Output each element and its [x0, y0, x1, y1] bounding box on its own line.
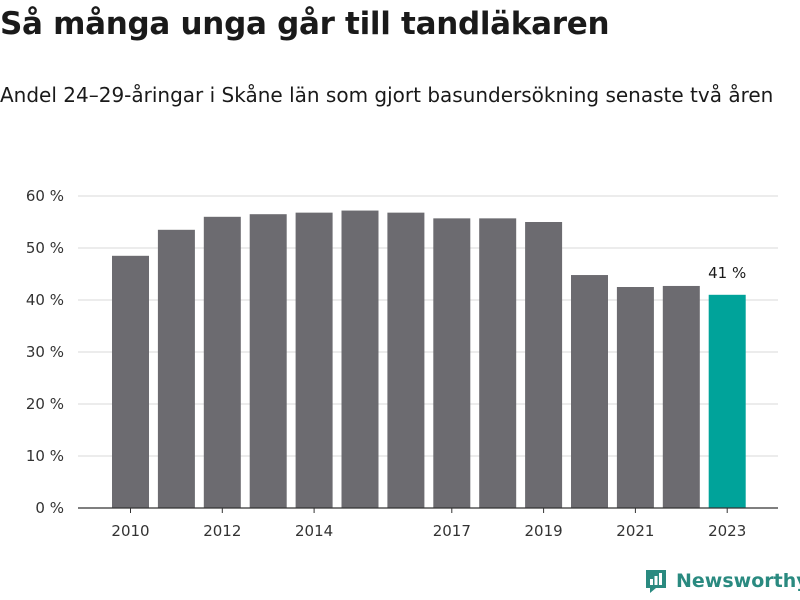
- x-tick-label: 2019: [525, 522, 563, 540]
- bar-2014: [295, 212, 333, 508]
- data-label: 41 %: [708, 264, 746, 282]
- y-tick-label: 60 %: [26, 187, 64, 205]
- newsworthy-logo: Newsworthy: [644, 568, 800, 594]
- y-tick-label: 30 %: [26, 343, 64, 361]
- bar-2011: [157, 229, 195, 509]
- bar-2015: [341, 210, 379, 508]
- x-tick-label: 2017: [433, 522, 471, 540]
- chart-title: Så många unga går till tandläkaren: [0, 6, 610, 42]
- bar-2022: [662, 285, 700, 508]
- bars: [112, 210, 746, 509]
- newsworthy-logo-icon: [646, 570, 666, 593]
- bar-2018: [479, 218, 517, 509]
- bar-2019: [525, 222, 563, 508]
- bar-2013: [249, 214, 287, 508]
- x-tick-label: 2014: [295, 522, 333, 540]
- bar-2021: [616, 287, 654, 508]
- y-tick-label: 20 %: [26, 395, 64, 413]
- chart-subtitle: Andel 24–29-åringar i Skåne län som gjor…: [0, 83, 774, 107]
- newsworthy-logo-text: Newsworthy: [676, 570, 800, 592]
- x-tick-label: 2012: [203, 522, 241, 540]
- bar-2010: [112, 255, 149, 508]
- y-tick-label: 10 %: [26, 447, 64, 465]
- x-tick-label: 2023: [708, 522, 746, 540]
- bar-2016: [387, 212, 425, 508]
- x-axis-ticks: 2010 2012 2014 2017 2019 2021 2023: [111, 508, 746, 540]
- bar-2017: [433, 218, 471, 509]
- x-tick-label: 2021: [616, 522, 654, 540]
- y-tick-label: 40 %: [26, 291, 64, 309]
- bar-2023: [708, 294, 746, 508]
- y-tick-label: 0 %: [35, 499, 64, 517]
- x-tick-label: 2010: [111, 522, 149, 540]
- bar-2012: [203, 216, 241, 509]
- bar-2020: [571, 275, 608, 508]
- y-tick-label: 50 %: [26, 239, 64, 257]
- data-labels: 41 %: [708, 264, 746, 282]
- y-axis-ticks: 0 % 10 % 20 % 30 % 40 % 50 % 60 %: [26, 187, 64, 517]
